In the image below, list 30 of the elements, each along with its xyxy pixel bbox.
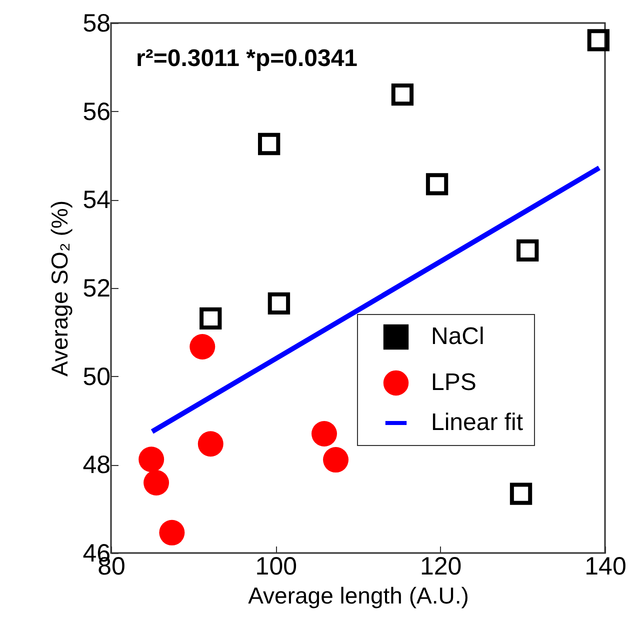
x-tick-label: 140 <box>584 552 626 580</box>
point <box>323 447 349 473</box>
y-tick-label: 54 <box>82 186 111 214</box>
point <box>190 334 216 360</box>
y-tick-label: 50 <box>82 362 110 391</box>
x-tick-label: 120 <box>420 552 462 580</box>
point <box>391 83 414 106</box>
legend-label: Linear fit <box>431 409 524 436</box>
x-tick-label: 100 <box>255 552 298 580</box>
legend-label: NaCl <box>431 323 484 350</box>
point <box>200 307 222 330</box>
y-tick-label: 52 <box>82 274 110 302</box>
annotation: r²=0.3011 *p=0.0341 <box>136 45 358 72</box>
point <box>138 446 164 472</box>
y-tick-label: 56 <box>82 98 110 126</box>
point <box>159 520 185 546</box>
x-axis-title: Average length (A.U.) <box>248 582 469 608</box>
y-tick-label: 58 <box>82 10 110 38</box>
point <box>311 421 337 446</box>
point <box>258 132 280 156</box>
y-tick-label: 48 <box>82 451 110 480</box>
legend-label: LPS <box>431 369 476 396</box>
point <box>268 292 290 315</box>
point <box>516 239 539 262</box>
point <box>144 470 170 496</box>
point <box>198 431 224 457</box>
point <box>587 29 610 52</box>
point <box>510 482 532 505</box>
y-axis-title: Average SO₂ (%) <box>46 200 73 376</box>
point <box>426 173 448 196</box>
